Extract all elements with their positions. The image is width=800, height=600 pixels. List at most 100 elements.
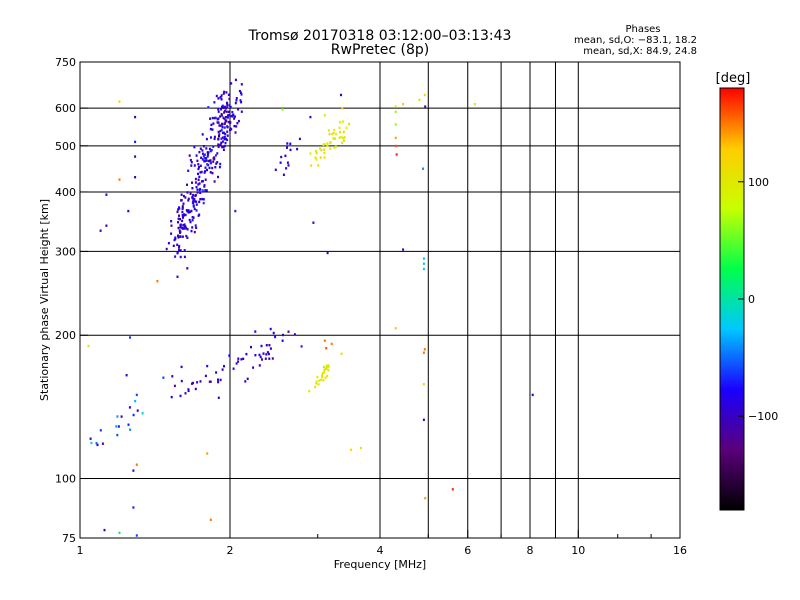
data-point	[227, 93, 230, 96]
data-point	[224, 133, 227, 136]
data-point	[240, 83, 243, 86]
data-point	[207, 151, 210, 154]
data-point	[324, 367, 327, 370]
data-point	[289, 148, 292, 152]
data-point	[95, 442, 98, 445]
data-point	[176, 251, 179, 254]
data-point	[191, 382, 193, 385]
data-point	[271, 357, 274, 360]
data-point	[309, 152, 312, 155]
data-point	[190, 161, 193, 164]
data-point	[326, 143, 329, 147]
data-point	[181, 214, 184, 217]
data-point	[183, 227, 186, 230]
data-point	[423, 348, 426, 351]
data-point	[402, 103, 405, 106]
data-point	[203, 185, 206, 188]
data-point	[348, 122, 351, 126]
data-point	[234, 101, 237, 105]
x-tick-label: 10	[571, 544, 585, 557]
data-point	[216, 121, 219, 124]
data-point	[180, 365, 183, 369]
data-point	[205, 137, 208, 141]
data-point	[206, 163, 209, 166]
data-point	[170, 220, 173, 223]
data-point	[212, 122, 215, 125]
data-point	[186, 183, 188, 186]
data-point	[216, 161, 219, 164]
stats-line-o: mean, sd,O: −83.1, 18.2	[574, 35, 697, 46]
data-point	[224, 141, 227, 145]
data-point	[215, 162, 218, 165]
data-point	[187, 209, 190, 212]
data-point	[262, 352, 265, 355]
data-point	[315, 158, 318, 161]
data-point	[184, 196, 187, 199]
data-point	[217, 396, 220, 399]
data-point	[229, 105, 232, 109]
data-point	[179, 223, 182, 226]
data-point	[201, 158, 204, 161]
data-point	[224, 105, 227, 109]
data-point	[261, 358, 263, 361]
data-point	[329, 141, 332, 144]
data-point	[333, 146, 336, 149]
data-point	[314, 385, 317, 389]
data-point	[181, 207, 184, 211]
data-point	[228, 114, 231, 117]
y-tick-label: 200	[55, 329, 76, 342]
data-point	[234, 115, 236, 118]
data-point	[217, 108, 220, 111]
data-point	[226, 106, 229, 109]
data-point	[87, 344, 90, 348]
data-point	[237, 357, 240, 360]
data-point	[209, 127, 212, 131]
data-point	[201, 133, 204, 136]
data-point	[219, 124, 222, 127]
data-point	[211, 171, 214, 175]
data-point	[177, 236, 180, 239]
data-point	[205, 159, 208, 162]
data-point	[221, 125, 224, 129]
data-point	[326, 365, 329, 368]
data-point	[422, 418, 425, 421]
data-point	[269, 347, 272, 350]
data-point	[209, 117, 212, 120]
data-point	[214, 166, 217, 169]
data-point	[183, 249, 186, 252]
data-point	[225, 137, 227, 141]
data-point	[235, 99, 238, 102]
data-point	[323, 368, 326, 372]
data-point	[422, 267, 425, 271]
data-point	[215, 371, 218, 374]
data-point	[254, 330, 257, 333]
data-point	[221, 105, 223, 108]
data-point	[225, 116, 227, 119]
data-point	[135, 534, 138, 537]
data-point	[215, 94, 218, 98]
data-point	[394, 144, 397, 148]
data-point	[99, 229, 102, 232]
data-point	[220, 137, 223, 140]
data-point	[179, 394, 182, 398]
data-point	[280, 155, 283, 159]
data-point	[242, 357, 245, 360]
data-point	[181, 205, 184, 208]
data-point	[228, 97, 231, 101]
data-point	[192, 204, 195, 207]
data-point	[224, 107, 227, 110]
data-point	[220, 94, 223, 97]
data-point	[204, 166, 207, 169]
data-point	[207, 106, 210, 109]
data-point	[179, 225, 182, 228]
data-point	[184, 392, 187, 395]
data-point	[194, 194, 197, 197]
data-point	[196, 191, 199, 194]
data-point	[190, 209, 193, 213]
data-point	[232, 367, 235, 370]
data-point	[200, 170, 203, 174]
data-point	[174, 255, 177, 258]
data-point	[208, 380, 211, 383]
data-point	[229, 128, 231, 132]
colorbar-label: [deg]	[716, 71, 751, 86]
